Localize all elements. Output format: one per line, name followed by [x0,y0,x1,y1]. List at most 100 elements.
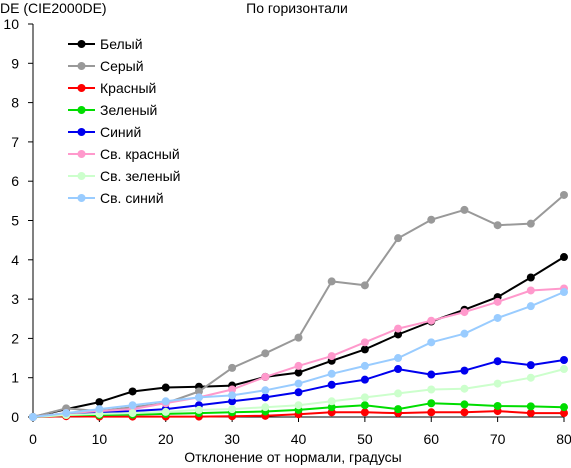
x-axis-title: Отклонение от нормали, градусы [184,449,401,465]
data-point [360,393,369,402]
data-point [128,401,137,410]
legend-label: Св. красный [100,146,180,162]
data-point [493,379,502,388]
axes: 0 1 2 3 4 5 6 7 8 9 10 0 10 20 30 40 50 60 70 80 [3,16,571,447]
data-point [327,369,336,378]
y-tick-label: 0 [11,409,19,425]
legend-label: Зеленый [100,102,157,118]
y-tick-label: 8 [11,95,19,111]
data-point [526,373,535,382]
x-tick-label: 10 [92,431,108,447]
data-point [394,324,403,333]
data-point [228,391,237,400]
data-point [95,398,104,407]
data-point [427,316,436,325]
data-point [493,401,502,410]
data-point [294,379,303,388]
data-point [327,397,336,406]
y-tick-label: 7 [11,134,19,150]
data-point [29,413,37,421]
data-point [161,383,170,392]
data-point [460,308,469,317]
data-point [394,405,403,414]
data-point [560,365,568,374]
data-point [128,387,137,396]
x-tick-label: 0 [29,431,37,447]
data-point [228,405,237,414]
data-point [560,288,568,297]
data-point [394,389,403,398]
data-point [493,297,502,306]
data-point [427,399,436,408]
legend-label: Св. зеленый [100,168,180,184]
data-point [360,361,369,370]
data-point [261,372,270,381]
data-point [493,313,502,322]
data-point [62,409,71,418]
data-point [228,363,237,372]
data-point [294,361,303,370]
data-point [394,354,403,363]
data-point [460,408,469,417]
legend-swatch-marker [77,128,86,136]
data-point [327,380,336,389]
y-tick-label: 10 [3,16,19,32]
data-point [460,205,469,214]
data-point [327,403,336,412]
data-point [228,385,237,394]
x-tick-label: 20 [158,431,174,447]
data-point [427,370,436,379]
data-point [427,215,436,224]
y-tick-label: 4 [11,252,19,268]
data-point [360,281,369,290]
legend: Белый Серый Красный Зеленый Синий Св. красный… [68,36,180,206]
legend-swatch-marker [77,172,86,180]
data-point [161,397,170,406]
data-point [560,356,568,365]
x-tick-label: 30 [224,431,240,447]
data-point [360,338,369,347]
legend-swatch-marker [77,40,86,48]
data-point [394,234,403,243]
x-tick-label: 50 [357,431,373,447]
legend-item: Синий [68,124,141,140]
data-point [360,408,369,417]
series-6 [29,284,568,421]
series-layer [29,190,568,421]
data-point [261,386,270,395]
data-point [526,402,535,411]
y-tick-label: 5 [11,213,19,229]
data-point [526,361,535,370]
data-point [526,409,535,418]
legend-label: Белый [100,36,143,52]
data-point [261,403,270,412]
legend-label: Св. синий [100,190,164,206]
y-tick-label: 6 [11,173,19,189]
data-point [526,286,535,295]
data-point [194,387,203,396]
data-point [294,401,303,410]
data-point [460,329,469,338]
y-axis-title: DE (CIE2000DE) [0,0,107,16]
legend-label: Синий [100,124,141,140]
x-tick-label: 80 [556,431,571,447]
y-tick-label: 1 [11,370,19,386]
data-point [360,375,369,384]
data-point [294,368,303,377]
data-point [526,302,535,311]
x-tick-label: 60 [423,431,439,447]
legend-swatch-marker [77,62,86,70]
y-tick-label: 2 [11,330,19,346]
data-point [228,397,237,406]
data-point [526,273,535,282]
chart-title: По горизонтали [246,0,348,16]
data-point [327,277,336,286]
data-point [294,333,303,342]
data-point [427,408,436,417]
legend-item: Зеленый [68,102,157,118]
series-8 [29,288,568,421]
legend-label: Красный [100,80,156,96]
data-point [493,221,502,230]
data-point [427,385,436,394]
legend-item: Св. красный [68,146,180,162]
